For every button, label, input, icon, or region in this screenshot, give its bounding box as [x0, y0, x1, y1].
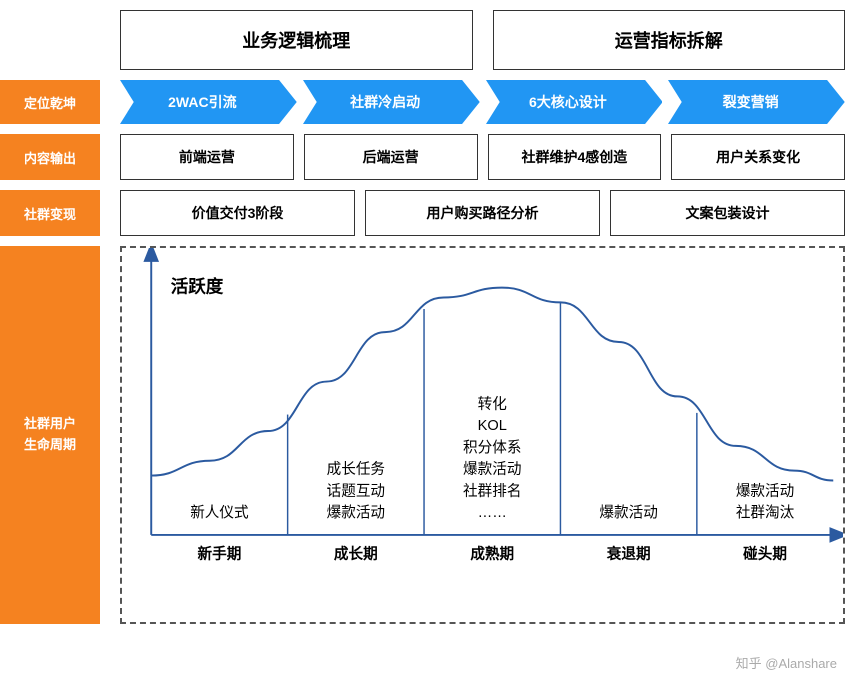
svg-text:成熟期: 成熟期: [470, 545, 514, 563]
side-label-lifecycle: 社群用户生命周期: [0, 246, 100, 624]
monetize-box-2: 文案包装设计: [610, 190, 845, 236]
svg-text:爆款活动: 爆款活动: [599, 504, 657, 521]
side-label-3: 社群变现: [0, 190, 100, 236]
content-box-2: 社群维护4感创造: [488, 134, 662, 180]
header-box-2: 运营指标拆解: [493, 10, 846, 70]
content-box-1: 后端运营: [304, 134, 478, 180]
svg-text:新人仪式: 新人仪式: [190, 504, 249, 521]
arrow-label: 裂变营销: [668, 80, 833, 124]
row-arrows: 定位乾坤 2WAC引流 社群冷启动 6大核心设计 裂变营销: [0, 80, 865, 124]
side-label-1: 定位乾坤: [0, 80, 100, 124]
side-label-2: 内容输出: [0, 134, 100, 180]
arrow-3: 裂变营销: [668, 80, 845, 124]
svg-text:积分体系: 积分体系: [463, 439, 521, 456]
svg-text:衰退期: 衰退期: [606, 545, 651, 563]
svg-text:新手期: 新手期: [198, 545, 242, 563]
monetize-box-0: 价值交付3阶段: [120, 190, 355, 236]
svg-text:爆款活动: 爆款活动: [327, 504, 385, 521]
row-content: 内容输出 前端运营后端运营社群维护4感创造用户关系变化: [0, 134, 865, 180]
content-box-0: 前端运营: [120, 134, 294, 180]
row-monetize: 社群变现 价值交付3阶段用户购买路径分析文案包装设计: [0, 190, 865, 236]
svg-text:成长任务: 成长任务: [327, 460, 386, 477]
svg-text:KOL: KOL: [478, 418, 507, 434]
svg-text:活跃度: 活跃度: [171, 275, 224, 296]
arrow-label: 社群冷启动: [303, 80, 468, 124]
svg-text:转化: 转化: [478, 395, 507, 412]
arrow-0: 2WAC引流: [120, 80, 297, 124]
arrow-label: 2WAC引流: [120, 80, 285, 124]
svg-text:话题互动: 话题互动: [327, 482, 385, 499]
row-lifecycle: 社群用户生命周期 活跃度新手期成长期成熟期衰退期碰头期新人仪式成长任务话题互动爆…: [0, 246, 865, 624]
svg-text:成长期: 成长期: [334, 545, 378, 563]
arrow-1: 社群冷启动: [303, 80, 480, 124]
svg-text:碰头期: 碰头期: [743, 545, 787, 563]
spacer: [0, 10, 100, 70]
svg-text:爆款活动: 爆款活动: [736, 482, 794, 499]
svg-text:社群排名: 社群排名: [463, 482, 521, 499]
svg-text:爆款活动: 爆款活动: [463, 460, 521, 477]
top-header-row: 业务逻辑梳理 运营指标拆解: [0, 10, 865, 70]
monetize-box-1: 用户购买路径分析: [365, 190, 600, 236]
content-box-3: 用户关系变化: [671, 134, 845, 180]
lifecycle-chart: 活跃度新手期成长期成熟期衰退期碰头期新人仪式成长任务话题互动爆款活动转化KOL积…: [120, 246, 845, 624]
watermark: 知乎 @Alanshare: [736, 653, 837, 672]
svg-text:……: ……: [478, 505, 507, 521]
header-box-1: 业务逻辑梳理: [120, 10, 473, 70]
arrow-label: 6大核心设计: [486, 80, 651, 124]
arrow-2: 6大核心设计: [486, 80, 663, 124]
svg-text:社群淘汰: 社群淘汰: [736, 504, 795, 521]
